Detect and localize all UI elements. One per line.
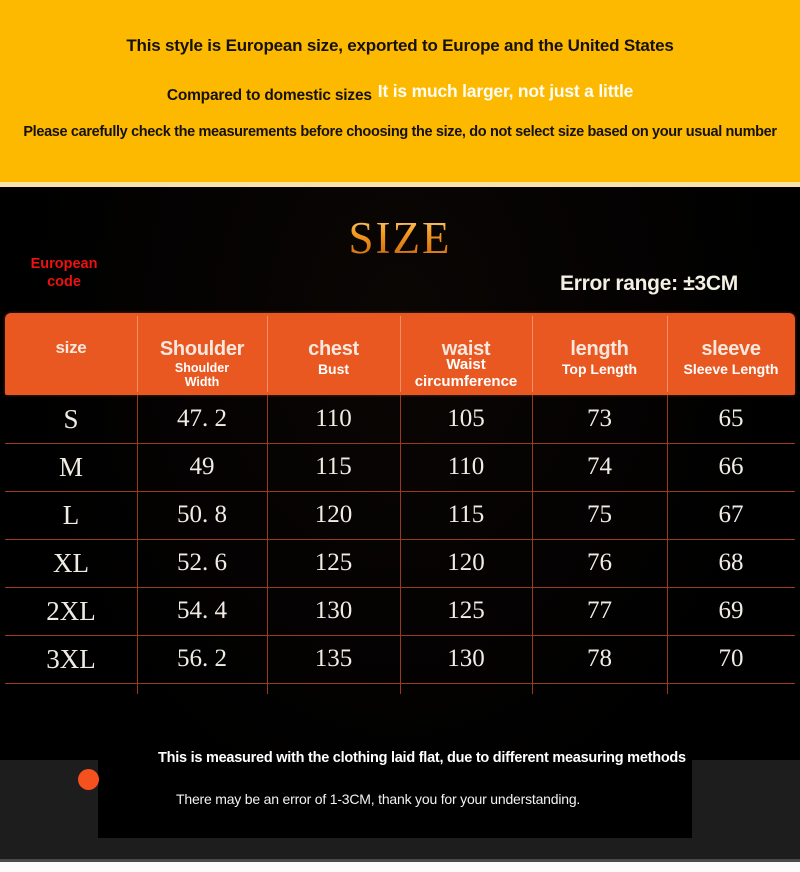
table-cell-chest: 120 [314, 501, 353, 528]
column-header-label-shoulder: Shoulder [159, 338, 245, 360]
table-cell-chest: 125 [314, 549, 353, 576]
table-cell-length: 75 [587, 501, 612, 528]
table-cell-size: 2XL [46, 596, 96, 626]
footer-note-secondary: There may be an error of 1-3CM, thank yo… [176, 791, 581, 807]
table-cell-size: 3XL [46, 644, 96, 674]
footer-note-primary: This is measured with the clothing laid … [158, 750, 686, 766]
table-cell-sleeve: 69 [718, 597, 744, 624]
column-header-length: length Top Length [532, 313, 667, 395]
column-header-label-waist: waist [441, 338, 491, 360]
bottom-strip [0, 862, 800, 872]
table-cell-length: 76 [587, 549, 612, 576]
table-cell-size: S [63, 404, 79, 434]
banner-subline: Compared to domestic sizes It is much lar… [0, 81, 800, 105]
column-header-shoulder: Shoulder Shoulder Width [137, 313, 267, 395]
column-divider [400, 395, 401, 694]
table-row: XL 52. 6 125 120 76 68 [5, 539, 795, 587]
footer-note-box [98, 760, 692, 838]
table-cell-sleeve: 65 [718, 405, 744, 432]
column-subheader-label-waist: Waist circumference [414, 356, 518, 390]
notice-banner [0, 0, 800, 182]
table-cell-chest: 130 [314, 597, 353, 624]
table-cell-chest: 135 [314, 645, 353, 672]
table-cell-waist: 130 [447, 645, 485, 672]
column-header-chest: chest Bust [267, 313, 400, 395]
header-column-divider [137, 316, 138, 392]
header-column-divider [532, 316, 533, 392]
table-cell-sleeve: 68 [718, 549, 744, 576]
table-cell-length: 73 [587, 405, 612, 432]
table-cell-waist: 120 [447, 549, 485, 576]
banner-underline [0, 182, 800, 187]
column-divider [137, 395, 138, 694]
table-cell-waist: 125 [447, 597, 485, 624]
table-cell-shoulder: 50. 8 [177, 501, 227, 528]
page-title: SIZE [0, 212, 800, 264]
table-cell-waist: 105 [447, 405, 485, 432]
column-subheader-label-length: Top Length [561, 361, 638, 377]
table-cell-chest: 110 [315, 405, 352, 432]
table-cell-shoulder: 47. 2 [177, 405, 227, 432]
column-divider [267, 395, 268, 694]
table-header-row: size Shoulder Shoulder Width chest Bust waist… [5, 313, 795, 395]
banner-warning-text: Please carefully check the measurements … [23, 124, 777, 140]
column-divider [532, 395, 533, 694]
column-subheader-label-chest: Bust [317, 361, 350, 377]
banner-emphasis-text: It is much larger, not just a little [377, 81, 634, 101]
column-header-label-size: size [55, 338, 87, 357]
column-header-size: size [5, 313, 137, 395]
table-cell-sleeve: 66 [718, 453, 744, 480]
table-cell-sleeve: 70 [718, 645, 744, 672]
header-column-divider [667, 316, 668, 392]
bullet-dot-icon [78, 769, 99, 790]
column-header-waist: waist Waist circumference [400, 313, 532, 395]
table-cell-shoulder: 49 [189, 453, 215, 480]
table-cell-length: 78 [587, 645, 612, 672]
column-subheader-label-sleeve: Sleeve Length [683, 361, 779, 377]
header-column-divider [400, 316, 401, 392]
table-row: S 47. 2 110 105 73 65 [5, 395, 795, 443]
bottom-divider [0, 859, 800, 862]
banner-headline: This style is European size, exported to… [126, 36, 674, 55]
column-divider [667, 395, 668, 694]
banner-compare-text: Compared to domestic sizes [166, 87, 372, 104]
size-table: size Shoulder Shoulder Width chest Bust waist… [5, 313, 795, 694]
european-code-label: European code [30, 256, 98, 290]
error-range-note: Error range: ±3CM [560, 272, 738, 295]
header-column-divider [267, 316, 268, 392]
table-row: 3XL 56. 2 135 130 78 70 [5, 635, 795, 683]
table-cell-length: 77 [587, 597, 612, 624]
table-cell-shoulder: 56. 2 [177, 645, 227, 672]
table-cell-waist: 110 [447, 453, 485, 480]
table-cell-size: XL [53, 548, 89, 578]
column-header-label-length: length [570, 338, 629, 360]
column-header-label-chest: chest [308, 338, 359, 360]
column-subheader-label-shoulder: Shoulder Width [174, 361, 230, 389]
table-cell-shoulder: 52. 6 [177, 549, 227, 576]
table-cell-waist: 115 [447, 501, 485, 528]
table-row: 2XL 54. 4 130 125 77 69 [5, 587, 795, 635]
table-row: M 49 115 110 74 66 [5, 443, 795, 491]
table-cell-chest: 115 [315, 453, 352, 480]
column-header-label-sleeve: sleeve [701, 338, 761, 360]
column-header-sleeve: sleeve Sleeve Length [667, 313, 795, 395]
table-cell-size: M [58, 452, 83, 482]
table-cell-sleeve: 67 [718, 501, 744, 528]
size-chart-panel [0, 187, 800, 859]
table-cell-length: 74 [587, 453, 612, 480]
table-cell-size: L [62, 500, 80, 530]
table-cell-shoulder: 54. 4 [177, 597, 227, 624]
table-row: L 50. 8 120 115 75 67 [5, 491, 795, 539]
